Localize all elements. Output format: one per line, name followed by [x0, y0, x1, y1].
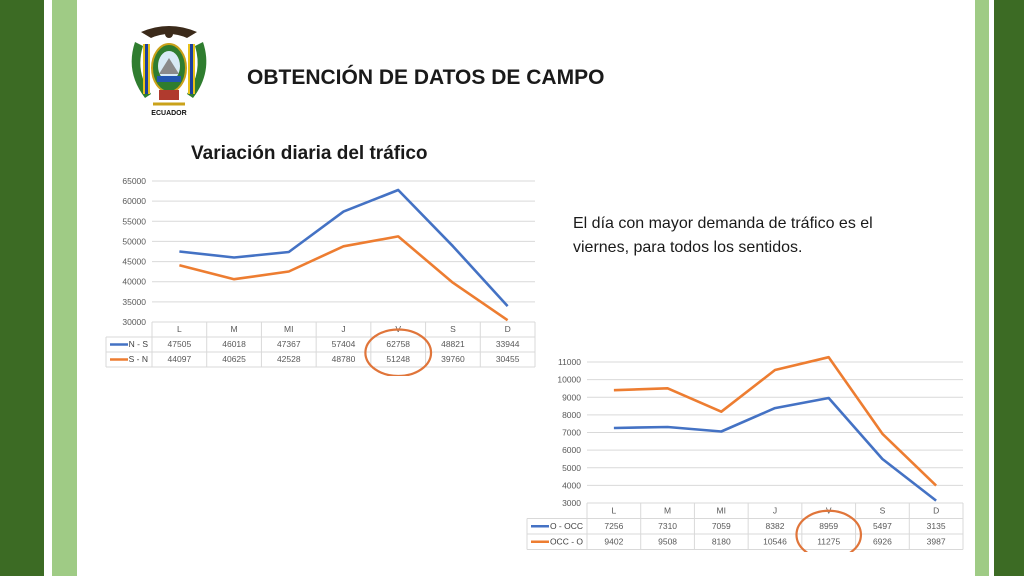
series-line-2	[179, 235, 509, 322]
y-tick-label: 35000	[122, 297, 146, 307]
y-tick-label: 4000	[562, 480, 581, 490]
table-value: 30455	[496, 354, 520, 364]
table-value: 3135	[927, 521, 946, 531]
table-value: 3987	[927, 537, 946, 547]
table-value: 6926	[873, 537, 892, 547]
y-tick-label: 60000	[122, 196, 146, 206]
table-value: 40625	[222, 354, 246, 364]
x-category-label: J	[341, 324, 345, 334]
y-tick-label: 5000	[562, 463, 581, 473]
legend-series-name: N - S	[129, 339, 149, 349]
chart1-title: Variación diaria del tráfico	[191, 143, 428, 164]
legend-series-name: S - N	[129, 354, 148, 364]
x-category-label: S	[880, 506, 886, 516]
x-category-label: MI	[717, 506, 726, 516]
right-dark-stripe	[994, 0, 1024, 576]
table-value: 9402	[604, 537, 623, 547]
chart-traffic-oocc: 3000 4000 5000 6000 7000 8000 9000 10000 11000 L M…	[526, 355, 964, 552]
conclusion-text: El día con mayor demanda de tráfico es e…	[573, 215, 873, 256]
table-value: 47367	[277, 339, 301, 349]
table-value: 8180	[712, 537, 731, 547]
series-line-1	[179, 188, 509, 307]
y-tick-label: 50000	[122, 236, 146, 246]
x-category-label: D	[505, 324, 511, 334]
table-value: 62758	[386, 339, 410, 349]
series-line-2	[613, 355, 938, 487]
x-category-label: J	[773, 506, 777, 516]
table-value: 48780	[332, 354, 356, 364]
table-value: 7310	[658, 521, 677, 531]
legend-series-name: OCC - O	[550, 537, 583, 547]
y-tick-label: 8000	[562, 410, 581, 420]
y-tick-label: 3000	[562, 498, 581, 508]
table-value: 5497	[873, 521, 892, 531]
table-value: 44097	[168, 354, 192, 364]
table-value: 8959	[819, 521, 838, 531]
y-tick-label: 10000	[557, 375, 581, 385]
x-category-label: L	[611, 506, 616, 516]
right-light-stripe	[975, 0, 989, 576]
y-tick-label: 65000	[122, 176, 146, 186]
ecuador-crest-logo: ECUADOR	[131, 26, 207, 117]
x-category-label: L	[177, 324, 182, 334]
table-value: 47505	[168, 339, 192, 349]
table-value: 7059	[712, 521, 731, 531]
y-tick-label: 6000	[562, 445, 581, 455]
left-dark-stripe	[0, 0, 44, 576]
y-tick-label: 30000	[122, 317, 146, 327]
x-category-label: D	[933, 506, 939, 516]
table-value: 42528	[277, 354, 301, 364]
y-tick-label: 55000	[122, 216, 146, 226]
left-light-stripe	[52, 0, 77, 576]
table-value: 46018	[222, 339, 246, 349]
x-category-label: M	[231, 324, 238, 334]
crest-label: ECUADOR	[151, 110, 186, 117]
x-category-label: M	[664, 506, 671, 516]
x-category-label: S	[450, 324, 456, 334]
highlight-circle	[364, 328, 433, 376]
highlight-circle	[795, 509, 863, 552]
legend-series-name: O - OCC	[550, 521, 583, 531]
y-tick-label: 7000	[562, 428, 581, 438]
table-value: 48821	[441, 339, 465, 349]
table-value: 33944	[496, 339, 520, 349]
y-tick-label: 45000	[122, 257, 146, 267]
table-value: 7256	[604, 521, 623, 531]
y-tick-label: 9000	[562, 392, 581, 402]
table-value: 39760	[441, 354, 465, 364]
y-tick-label: 40000	[122, 277, 146, 287]
table-value: 9508	[658, 537, 677, 547]
y-tick-label: 11000	[558, 357, 581, 367]
x-category-label: MI	[284, 324, 293, 334]
table-value: 11275	[817, 537, 840, 547]
table-value: 10546	[763, 537, 787, 547]
table-value: 57404	[332, 339, 356, 349]
table-value: 51248	[386, 354, 410, 364]
table-value: 8382	[766, 521, 785, 531]
slide-title: OBTENCIÓN DE DATOS DE CAMPO	[247, 66, 605, 89]
chart-traffic-ns: 30000 35000 40000 45000 50000 55000 60000 65000…	[105, 176, 536, 376]
